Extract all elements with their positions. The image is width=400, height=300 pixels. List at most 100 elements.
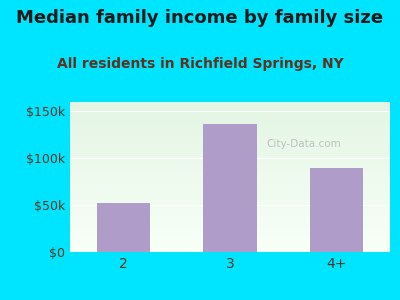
Bar xyxy=(70,152,390,153)
Bar xyxy=(70,118,390,120)
Bar xyxy=(70,103,390,105)
Bar xyxy=(70,159,390,160)
Bar xyxy=(70,164,390,165)
Bar xyxy=(70,180,390,182)
Bar xyxy=(70,192,390,194)
Bar xyxy=(70,154,390,156)
Bar xyxy=(70,124,390,126)
Bar xyxy=(70,134,390,135)
Bar xyxy=(70,228,390,230)
Text: City-Data.com: City-Data.com xyxy=(266,139,341,149)
Bar xyxy=(70,238,390,240)
Bar xyxy=(70,136,390,138)
Bar xyxy=(70,176,390,177)
Bar xyxy=(70,246,390,247)
Bar xyxy=(70,240,390,242)
Bar xyxy=(70,201,390,202)
Bar xyxy=(70,184,390,186)
Bar xyxy=(70,148,390,150)
Bar xyxy=(70,225,390,226)
Bar xyxy=(70,169,390,171)
Bar xyxy=(70,190,390,192)
Bar xyxy=(70,210,390,212)
Bar xyxy=(70,111,390,112)
Bar xyxy=(70,168,390,170)
Bar xyxy=(97,203,150,252)
Bar xyxy=(70,156,390,158)
Bar xyxy=(70,128,390,129)
Bar xyxy=(70,130,390,132)
Bar xyxy=(70,117,390,118)
Bar xyxy=(70,219,390,220)
Bar xyxy=(70,112,390,114)
Bar xyxy=(70,140,390,141)
Bar xyxy=(70,194,390,195)
Bar xyxy=(70,178,390,180)
Bar xyxy=(70,138,390,140)
Bar xyxy=(70,177,390,178)
Bar xyxy=(70,122,390,123)
Bar xyxy=(70,165,390,166)
Bar xyxy=(70,126,390,128)
Bar xyxy=(70,108,390,110)
Bar xyxy=(70,132,390,134)
Bar xyxy=(70,222,390,224)
Bar xyxy=(70,204,390,206)
Bar xyxy=(70,172,390,174)
Bar xyxy=(70,234,390,236)
Bar xyxy=(70,202,390,204)
Bar xyxy=(70,105,390,106)
Bar xyxy=(70,167,390,168)
Bar xyxy=(70,135,390,136)
Bar xyxy=(70,116,390,117)
Bar xyxy=(70,213,390,214)
Bar xyxy=(70,236,390,237)
Bar xyxy=(70,224,390,225)
Bar xyxy=(70,183,390,184)
Bar xyxy=(70,232,390,234)
Bar xyxy=(70,249,390,250)
Bar xyxy=(70,147,390,148)
Bar xyxy=(70,231,390,232)
Text: Median family income by family size: Median family income by family size xyxy=(16,9,384,27)
Bar xyxy=(70,153,390,154)
Bar xyxy=(70,208,390,210)
Bar xyxy=(70,198,390,200)
Bar xyxy=(70,158,390,159)
Bar xyxy=(70,214,390,216)
Bar xyxy=(70,120,390,122)
Bar xyxy=(70,129,390,130)
Bar xyxy=(70,186,390,188)
Bar xyxy=(70,248,390,249)
Bar xyxy=(70,216,390,218)
Bar xyxy=(70,206,390,207)
Bar xyxy=(70,182,390,183)
Bar xyxy=(70,230,390,231)
Bar xyxy=(70,123,390,124)
Bar xyxy=(70,160,390,162)
Bar xyxy=(70,243,390,244)
Bar xyxy=(70,196,390,198)
Bar xyxy=(70,212,390,213)
Bar xyxy=(70,244,390,246)
Bar xyxy=(70,195,390,196)
Bar xyxy=(70,250,390,252)
Bar xyxy=(70,220,390,222)
Bar xyxy=(70,146,390,147)
Bar xyxy=(70,162,390,164)
Bar xyxy=(70,189,390,190)
Bar xyxy=(203,124,257,252)
Bar xyxy=(70,218,390,219)
Bar xyxy=(70,242,390,243)
Bar xyxy=(70,114,390,116)
Bar xyxy=(310,168,363,252)
Bar xyxy=(70,188,390,189)
Bar xyxy=(70,142,390,144)
Bar xyxy=(70,200,390,201)
Bar xyxy=(70,102,390,104)
Bar xyxy=(70,226,390,228)
Bar xyxy=(70,207,390,208)
Bar xyxy=(70,144,390,146)
Bar xyxy=(70,171,390,172)
Bar xyxy=(70,150,390,152)
